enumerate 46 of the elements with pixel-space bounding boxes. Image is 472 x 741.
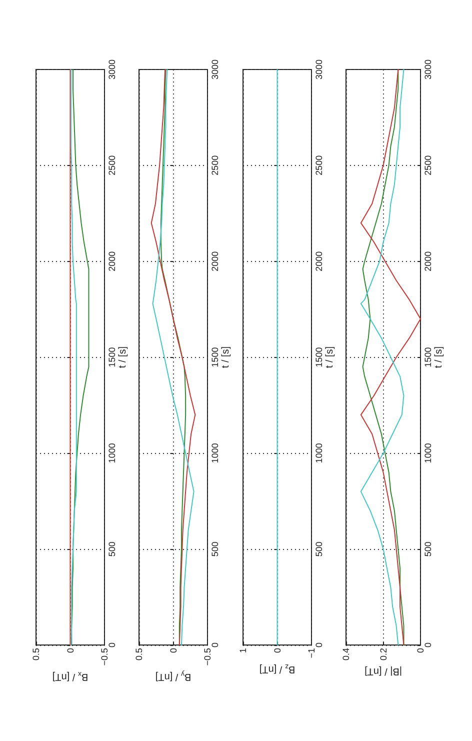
y-tick-label: 0 (423, 642, 433, 648)
y-tick-label: 0 (314, 642, 324, 648)
x-tick-label: 0.2 (378, 648, 388, 661)
y-tick-label: 2500 (423, 155, 433, 176)
y-tick-label: 2000 (210, 251, 220, 272)
y-tick-label: 1000 (210, 443, 220, 464)
x-tick-label: 1 (238, 648, 248, 654)
x-tick-label: −1 (306, 648, 316, 658)
y-tick-label: 3000 (210, 59, 220, 80)
x-tick-label: 0.5 (134, 648, 144, 661)
y-tick-label: 3000 (423, 59, 433, 80)
y-tick-label: 2000 (107, 251, 117, 272)
x-axis-title: |B| / [nT] (364, 666, 402, 677)
y-tick-label: 0 (210, 642, 220, 648)
y-tick-label: 2500 (210, 155, 220, 176)
y-tick-label: 2500 (107, 155, 117, 176)
y-tick-label: 1500 (423, 347, 433, 368)
x-tick-label: −0.5 (202, 648, 212, 666)
y-axis-title: t / [s] (118, 346, 128, 368)
y-tick-label: 2000 (423, 251, 433, 272)
y-tick-label: 3000 (314, 59, 324, 80)
y-tick-label: 2000 (314, 251, 324, 272)
x-tick-label: 0 (416, 648, 426, 654)
y-axis-title: t / [s] (434, 346, 444, 368)
y-axis-title: t / [s] (220, 346, 232, 368)
y-tick-label: 1500 (210, 347, 220, 368)
y-tick-label: 2500 (314, 155, 324, 176)
y-tick-label: 500 (423, 542, 433, 557)
y-tick-label: 1000 (314, 443, 324, 464)
x-tick-label: 0 (168, 648, 178, 654)
y-tick-label: 1500 (107, 347, 117, 368)
x-tick-label: 0 (272, 648, 282, 654)
y-tick-label: 500 (210, 542, 220, 557)
y-tick-label: 500 (314, 542, 324, 557)
x-tick-label: 0.4 (341, 648, 351, 661)
y-tick-label: 1000 (107, 443, 117, 464)
y-tick-label: 3000 (107, 59, 117, 80)
line-series (70, 69, 77, 646)
y-tick-label: 500 (107, 542, 117, 557)
y-tick-label: 1000 (423, 443, 433, 464)
x-tick-label: 0.5 (31, 648, 41, 661)
x-tick-label: 0 (65, 648, 76, 654)
x-tick-label: −0.5 (100, 648, 110, 666)
y-tick-label: 1500 (314, 347, 324, 368)
y-axis-title: t / [s] (324, 346, 336, 368)
y-tick-label: 0 (107, 642, 117, 648)
